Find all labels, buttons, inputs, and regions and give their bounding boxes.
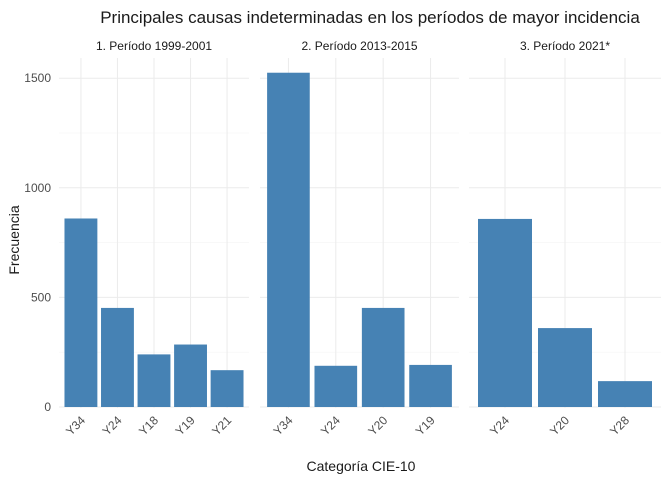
x-tick-label: Y18: [136, 413, 161, 438]
facet-strip-label: 3. Período 2021*: [520, 39, 610, 53]
y-axis-title: Frecuencia: [6, 205, 22, 274]
x-tick-label: Y28: [607, 413, 632, 438]
x-tick-label: Y20: [547, 413, 572, 438]
x-tick-label: Y20: [365, 413, 390, 438]
bar: [137, 354, 171, 407]
x-tick-label: Y24: [100, 413, 125, 438]
chart-title: Principales causas indeterminadas en los…: [100, 8, 640, 27]
x-tick-label: Y24: [318, 413, 343, 438]
x-tick-label: Y19: [413, 413, 438, 438]
bar: [314, 365, 358, 407]
y-tick-label: 1000: [24, 181, 51, 195]
y-tick-label: 0: [44, 400, 51, 414]
facet-panels: 1. Período 1999-2001 Y34 Y24 Y18 Y19 Y21 2. Pe…: [59, 39, 661, 438]
bar: [478, 218, 532, 407]
y-axis-tick-labels: 0 500 1000 1500: [24, 71, 51, 414]
x-tick-label: Y19: [173, 413, 198, 438]
bar: [598, 381, 652, 407]
x-tick-label: Y34: [271, 413, 296, 438]
bar: [101, 307, 134, 407]
facet-panel: 1. Período 1999-2001 Y34 Y24 Y18 Y19 Y21: [59, 39, 249, 438]
x-tick-label: Y24: [487, 413, 512, 438]
x-axis-title: Categoría CIE-10: [307, 458, 416, 474]
y-tick-label: 1500: [24, 71, 51, 85]
bar: [64, 218, 98, 407]
bar: [361, 307, 405, 407]
x-tick-label: Y34: [63, 413, 88, 438]
bar: [210, 370, 244, 407]
bar: [409, 364, 452, 407]
bar: [538, 328, 592, 407]
bar: [174, 344, 207, 407]
y-tick-label: 500: [31, 290, 51, 304]
facet-panel: 3. Período 2021* Y24 Y20 Y28: [469, 39, 661, 438]
facet-strip-label: 2. Período 2013-2015: [301, 39, 417, 53]
x-tick-label: Y21: [209, 413, 234, 438]
bar: [267, 72, 310, 407]
facet-strip-label: 1. Período 1999-2001: [96, 39, 212, 53]
facet-panel: 2. Período 2013-2015 Y34 Y24 Y20 Y19: [260, 39, 459, 438]
